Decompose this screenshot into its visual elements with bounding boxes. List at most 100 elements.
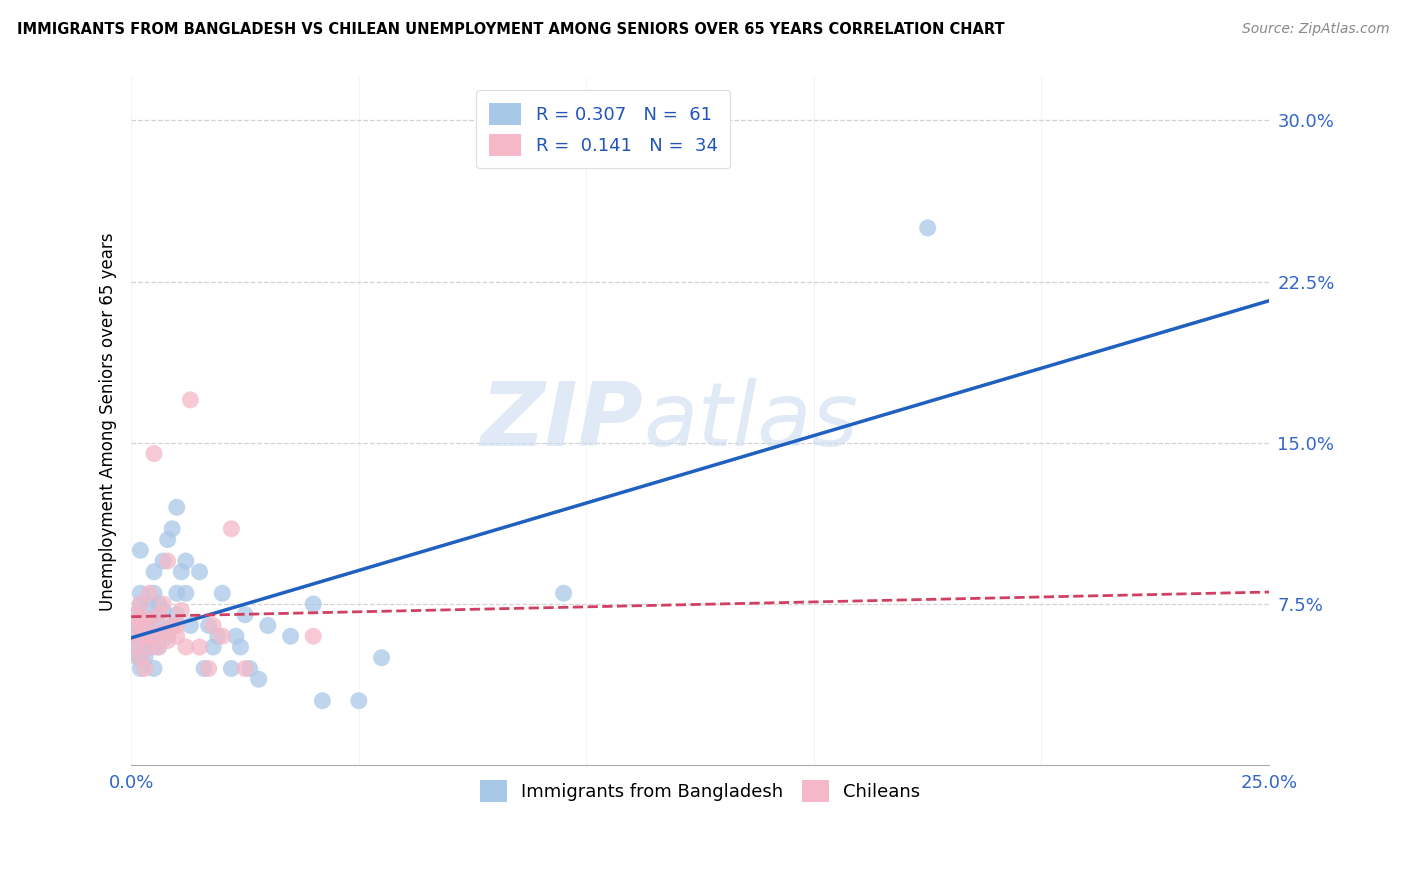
Text: ZIP: ZIP (481, 378, 644, 465)
Point (160, 618, 183, 632)
Point (156, 633, 179, 648)
Point (197, 618, 219, 632)
Point (125, 618, 148, 632)
Point (152, 603, 174, 617)
Point (188, 565, 211, 579)
Point (148, 597, 170, 611)
Point (143, 565, 166, 579)
Point (143, 446, 166, 460)
Point (233, 661, 256, 675)
Point (229, 640, 252, 654)
Point (134, 612, 156, 626)
Point (125, 629, 148, 643)
Point (148, 607, 170, 622)
Point (134, 650, 156, 665)
Point (134, 629, 156, 643)
Point (221, 661, 243, 675)
Text: atlas: atlas (644, 378, 858, 465)
Point (225, 629, 247, 643)
Point (211, 586, 233, 600)
Point (160, 618, 183, 632)
Point (129, 597, 152, 611)
Point (138, 612, 160, 626)
Point (170, 565, 193, 579)
Point (197, 661, 219, 675)
Point (125, 618, 148, 632)
Text: IMMIGRANTS FROM BANGLADESH VS CHILEAN UNEMPLOYMENT AMONG SENIORS OVER 65 YEARS C: IMMIGRANTS FROM BANGLADESH VS CHILEAN UN… (17, 22, 1004, 37)
Point (166, 618, 188, 632)
Point (125, 607, 148, 622)
Point (207, 629, 229, 643)
Point (233, 607, 256, 622)
Point (129, 586, 152, 600)
Point (247, 672, 270, 686)
Point (148, 640, 170, 654)
Point (134, 640, 156, 654)
Point (239, 661, 262, 675)
Point (280, 629, 302, 643)
Legend: Immigrants from Bangladesh, Chileans: Immigrants from Bangladesh, Chileans (467, 767, 934, 814)
Point (152, 597, 174, 611)
Point (160, 522, 183, 536)
Text: Source: ZipAtlas.com: Source: ZipAtlas.com (1241, 22, 1389, 37)
Point (152, 554, 174, 568)
Point (170, 603, 193, 617)
Point (138, 629, 160, 643)
Point (370, 650, 392, 665)
Point (125, 640, 148, 654)
Y-axis label: Unemployment Among Seniors over 65 years: Unemployment Among Seniors over 65 years (100, 232, 117, 610)
Point (125, 640, 148, 654)
Point (125, 607, 148, 622)
Point (148, 640, 170, 654)
Point (138, 640, 160, 654)
Point (148, 618, 170, 632)
Point (129, 629, 152, 643)
Point (166, 500, 188, 515)
Point (129, 612, 152, 626)
Point (174, 586, 197, 600)
Point (202, 618, 225, 632)
Point (156, 533, 179, 547)
Point (129, 650, 152, 665)
Point (347, 694, 370, 708)
Point (138, 597, 160, 611)
Point (143, 586, 166, 600)
Point (193, 661, 215, 675)
Point (129, 661, 152, 675)
Point (138, 640, 160, 654)
Point (138, 618, 160, 632)
Point (152, 624, 174, 639)
Point (174, 554, 197, 568)
Point (166, 607, 188, 622)
Point (134, 618, 156, 632)
Point (174, 640, 197, 654)
Point (553, 586, 575, 600)
Point (221, 522, 243, 536)
Point (179, 392, 201, 407)
Point (917, 220, 939, 235)
Point (152, 624, 174, 639)
Point (156, 554, 179, 568)
Point (302, 597, 325, 611)
Point (211, 629, 233, 643)
Point (134, 633, 156, 648)
Point (138, 586, 160, 600)
Point (129, 650, 152, 665)
Point (127, 650, 149, 665)
Point (143, 640, 166, 654)
Point (202, 640, 225, 654)
Point (188, 640, 211, 654)
Point (129, 629, 152, 643)
Point (179, 618, 201, 632)
Point (143, 661, 166, 675)
Point (143, 629, 166, 643)
Point (129, 543, 152, 558)
Point (129, 597, 152, 611)
Point (156, 629, 179, 643)
Point (143, 629, 166, 643)
Point (311, 694, 333, 708)
Point (134, 661, 156, 675)
Point (166, 586, 188, 600)
Point (166, 629, 188, 643)
Point (256, 618, 278, 632)
